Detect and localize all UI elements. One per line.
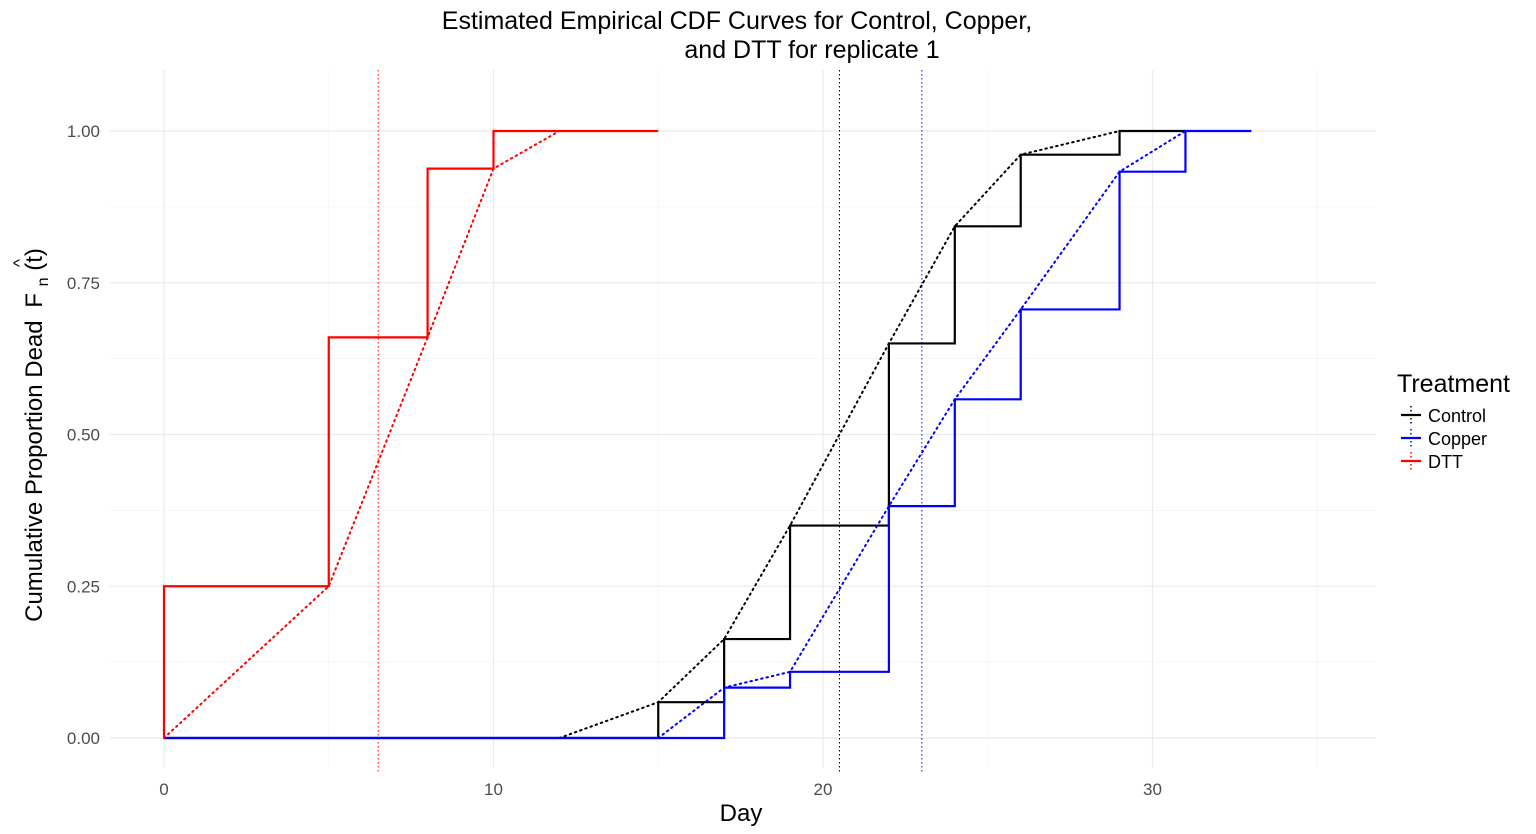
x-tick-label: 0 bbox=[159, 780, 168, 799]
svg-text:Cumulative Proportion Dead: Cumulative Proportion Dead F n (t) bbox=[21, 248, 54, 622]
y-tick-label: 0.50 bbox=[67, 426, 100, 445]
x-tick-label: 10 bbox=[484, 780, 503, 799]
y-axis-title-hat: ^ bbox=[10, 259, 29, 267]
x-tick-label: 20 bbox=[814, 780, 833, 799]
step-line-copper bbox=[164, 129, 1252, 740]
dotted-line-copper bbox=[657, 130, 1187, 739]
legend-title: Treatment bbox=[1397, 370, 1510, 398]
legend-label-control: Control bbox=[1428, 406, 1486, 426]
y-tick-label: 0.25 bbox=[67, 577, 100, 596]
y-axis-title: Cumulative Proportion Dead F n (t) ^ bbox=[10, 248, 54, 622]
dotted-line-dtt bbox=[163, 130, 561, 739]
x-axis-title: Day bbox=[720, 800, 763, 827]
step-line-control bbox=[164, 129, 1186, 740]
series-layer bbox=[162, 129, 1252, 740]
dotted-line-control bbox=[558, 130, 1187, 739]
step-line-dtt bbox=[162, 129, 659, 738]
legend-label-dtt: DTT bbox=[1428, 452, 1463, 472]
y-tick-label: 0.75 bbox=[67, 274, 100, 293]
chart-title-line1: Estimated Empirical CDF Curves for Contr… bbox=[442, 7, 1032, 35]
y-tick-label: 1.00 bbox=[67, 122, 100, 141]
median-vertical-lines bbox=[377, 70, 923, 772]
chart-title-line2: and DTT for replicate 1 bbox=[684, 36, 939, 64]
y-axis-title-prefix: Cumulative Proportion Dead bbox=[21, 320, 48, 622]
y-axis-title-suffix: (t) bbox=[21, 248, 48, 271]
y-tick-label: 0.00 bbox=[67, 729, 100, 748]
y-axis-title-subscript: n bbox=[35, 277, 52, 286]
legend: Treatment Control Copper DTT bbox=[1397, 370, 1510, 472]
x-tick-label: 30 bbox=[1143, 780, 1162, 799]
legend-label-copper: Copper bbox=[1428, 429, 1487, 449]
y-axis-title-symbol: F bbox=[21, 293, 48, 308]
tick-labels: 0 10 20 30 0.00 0.25 0.50 0.75 1.00 bbox=[67, 122, 1162, 799]
